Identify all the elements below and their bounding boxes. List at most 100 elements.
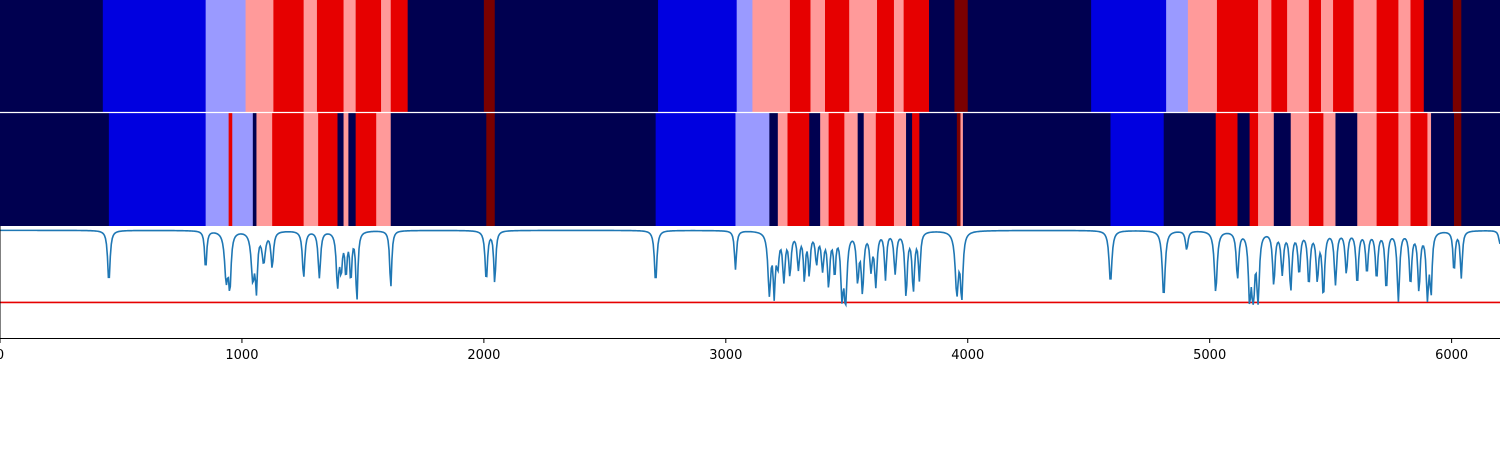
band-bottom-segment-22	[787, 113, 810, 226]
band-top-segment-15	[736, 0, 753, 112]
band-bottom-segment-52	[1427, 113, 1432, 226]
band-top-segment-6	[316, 0, 344, 112]
heatmap-band-bottom	[0, 113, 1500, 226]
series-line	[0, 229, 1500, 308]
band-bottom-segment-34	[956, 113, 961, 226]
band-bottom-segment-37	[1110, 113, 1165, 226]
line-panel-background	[0, 226, 1500, 338]
band-top-segment-12	[483, 0, 496, 112]
band-bottom-segment-44	[1290, 113, 1310, 226]
band-bottom-segment-49	[1376, 113, 1399, 226]
band-bottom-segment-15	[390, 113, 487, 226]
band-bottom-segment-32	[912, 113, 920, 226]
band-top-segment-22	[893, 0, 905, 112]
band-top-segment-19	[825, 0, 850, 112]
band-top-segment-2	[205, 0, 246, 112]
band-bottom-segment-29	[875, 113, 895, 226]
x-tick-label-3: 3000	[709, 348, 742, 363]
band-bottom-segment-14	[376, 113, 392, 226]
x-axis: 0 1000 2000 3000 4000 5000 6000	[0, 338, 1468, 363]
band-top-segment-33	[1287, 0, 1310, 112]
band-bottom-segment-2	[205, 113, 230, 226]
band-top-segment-27	[1091, 0, 1167, 112]
band-top-segment-8	[355, 0, 382, 112]
band-bottom-segment-4	[232, 113, 254, 226]
band-bottom-segment-38	[1163, 113, 1217, 226]
band-top-segment-40	[1410, 0, 1425, 112]
band-bottom-segment-12	[348, 113, 357, 226]
band-bottom-segment-47	[1335, 113, 1358, 226]
band-top-segment-28	[1166, 0, 1189, 112]
band-top-segment-35	[1320, 0, 1334, 112]
heatmap-band-top	[0, 0, 1500, 112]
band-bottom-segment-8	[303, 113, 319, 226]
band-top-segment-20	[849, 0, 878, 112]
band-top-segment-29	[1187, 0, 1218, 112]
band-bottom-segment-13	[355, 113, 377, 226]
band-bottom-segment-41	[1249, 113, 1259, 226]
band-bottom-segment-19	[735, 113, 770, 226]
band-bottom-segment-23	[809, 113, 821, 226]
band-bottom-segment-26	[844, 113, 859, 226]
band-bottom-segment-25	[828, 113, 845, 226]
band-top-segment-39	[1398, 0, 1411, 112]
band-bottom-segment-55	[1461, 113, 1500, 226]
band-top-segment-25	[954, 0, 969, 112]
line-panel	[0, 226, 1500, 338]
band-top-segment-36	[1333, 0, 1355, 112]
band-bottom-segment-35	[960, 113, 964, 226]
band-bottom-segment-10	[337, 113, 344, 226]
band-bottom-segment-39	[1215, 113, 1238, 226]
band-bottom-segment-17	[494, 113, 657, 226]
band-top-segment-34	[1308, 0, 1322, 112]
band-top-segment-24	[929, 0, 955, 112]
x-tick-label-6: 6000	[1435, 348, 1468, 363]
band-bottom-segment-42	[1258, 113, 1275, 226]
x-tick-label-2: 2000	[467, 348, 500, 363]
band-bottom-segment-5	[252, 113, 257, 226]
band-bottom-segment-24	[820, 113, 830, 226]
band-bottom-segment-46	[1323, 113, 1336, 226]
x-tick-label-0: 0	[0, 348, 4, 363]
band-top-segment-13	[494, 0, 659, 112]
x-tick-label-4: 4000	[951, 348, 984, 363]
band-bottom-segment-3	[228, 113, 233, 226]
band-bottom-segment-51	[1410, 113, 1428, 226]
band-top-segment-17	[789, 0, 811, 112]
band-top-segment-32	[1271, 0, 1288, 112]
band-top-segment-42	[1452, 0, 1462, 112]
band-top-segment-41	[1423, 0, 1454, 112]
band-bottom-segment-1	[108, 113, 207, 226]
band-bottom-segment-16	[486, 113, 496, 226]
band-top-segment-14	[658, 0, 738, 112]
band-bottom-segment-6	[256, 113, 273, 226]
band-top-segment-18	[810, 0, 826, 112]
band-top-segment-23	[903, 0, 930, 112]
band-top-segment-0	[0, 0, 104, 112]
band-top-segment-30	[1216, 0, 1259, 112]
band-top-segment-16	[752, 0, 791, 112]
band-bottom-segment-40	[1237, 113, 1250, 226]
band-top-segment-21	[877, 0, 895, 112]
band-bottom-segment-43	[1273, 113, 1292, 226]
x-tick-label-1: 1000	[225, 348, 258, 363]
band-bottom-segment-31	[906, 113, 913, 226]
band-top-segment-43	[1461, 0, 1500, 112]
band-bottom-segment-27	[857, 113, 865, 226]
band-top-segment-9	[381, 0, 392, 112]
band-bottom-segment-50	[1398, 113, 1411, 226]
band-bottom-segment-20	[769, 113, 779, 226]
band-bottom-segment-0	[0, 113, 110, 226]
band-bottom-segment-36	[962, 113, 1111, 226]
band-top-segment-26	[967, 0, 1092, 112]
band-top-segment-11	[407, 0, 485, 112]
band-top-segment-7	[343, 0, 357, 112]
band-bottom-segment-18	[655, 113, 736, 226]
band-top-segment-38	[1376, 0, 1399, 112]
band-top-segment-37	[1353, 0, 1378, 112]
band-bottom-segment-54	[1454, 113, 1462, 226]
band-bottom-segment-48	[1357, 113, 1378, 226]
band-bottom-segment-45	[1308, 113, 1324, 226]
band-bottom-segment-28	[863, 113, 877, 226]
